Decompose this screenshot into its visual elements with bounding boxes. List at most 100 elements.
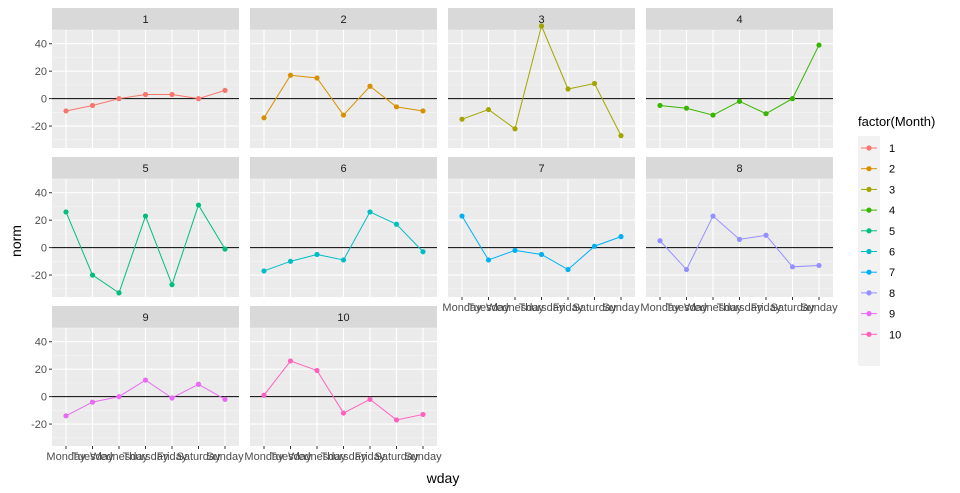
legend-key-point bbox=[866, 145, 872, 151]
x-tick-label: Thursday bbox=[519, 302, 565, 314]
facet-strip bbox=[250, 157, 437, 179]
facet-strip-label: 8 bbox=[736, 163, 742, 175]
facet-panel-2: 2 bbox=[250, 8, 437, 148]
x-tick-label: Monday bbox=[442, 302, 482, 314]
x-tick-label: Friday bbox=[355, 451, 386, 463]
data-point bbox=[789, 264, 796, 270]
data-point bbox=[710, 112, 716, 118]
data-point bbox=[142, 213, 149, 219]
facet-strip bbox=[448, 8, 635, 30]
x-tick-label: Sunday bbox=[800, 302, 838, 314]
y-tick-label: -20 bbox=[31, 270, 47, 282]
data-point bbox=[591, 80, 598, 87]
facet-strip bbox=[52, 157, 239, 179]
data-point bbox=[261, 392, 267, 398]
data-point bbox=[459, 116, 465, 122]
x-axis-title: wday bbox=[426, 470, 460, 486]
x-tick-label: Wednesday bbox=[90, 451, 148, 463]
data-point bbox=[420, 411, 426, 418]
data-point bbox=[340, 112, 347, 118]
legend-item-1: 1 bbox=[861, 143, 895, 155]
legend-label: 8 bbox=[889, 288, 895, 300]
data-point bbox=[367, 396, 373, 402]
legend-item-6: 6 bbox=[861, 247, 895, 259]
x-tick-label: Friday bbox=[157, 451, 188, 463]
data-point bbox=[63, 413, 69, 419]
legend-key-point bbox=[866, 331, 872, 337]
legend-key-point bbox=[866, 311, 872, 317]
legend-key-point bbox=[866, 269, 872, 275]
legend: factor(Month) 1 2 3 4 5 6 7 8 9 10 bbox=[858, 114, 935, 366]
data-point bbox=[340, 410, 347, 416]
data-point bbox=[169, 395, 175, 401]
data-point bbox=[459, 213, 465, 219]
data-point bbox=[195, 381, 202, 387]
data-point bbox=[591, 243, 598, 249]
data-point bbox=[142, 377, 149, 383]
data-point bbox=[169, 282, 175, 288]
data-point bbox=[261, 268, 267, 274]
data-point bbox=[420, 249, 426, 255]
data-point bbox=[314, 75, 320, 81]
data-point bbox=[565, 266, 571, 273]
legend-item-9: 9 bbox=[861, 309, 895, 321]
data-point bbox=[89, 272, 96, 278]
facet-strip-label: 3 bbox=[538, 14, 544, 26]
y-tick-label: 40 bbox=[35, 39, 47, 51]
data-point bbox=[736, 236, 743, 242]
facet-strip-label: 10 bbox=[337, 312, 349, 324]
legend-label: 4 bbox=[889, 205, 895, 217]
x-tick-label: Thursday bbox=[123, 451, 169, 463]
data-point bbox=[393, 417, 400, 423]
x-tick-label: Saturday bbox=[572, 302, 617, 314]
legend-item-7: 7 bbox=[861, 267, 895, 279]
facet-strip bbox=[52, 306, 239, 328]
data-point bbox=[116, 394, 122, 400]
data-point bbox=[287, 72, 294, 78]
data-point bbox=[538, 251, 545, 258]
x-tick-label: Sunday bbox=[602, 302, 640, 314]
data-point bbox=[683, 105, 690, 111]
legend-label: 6 bbox=[889, 247, 895, 259]
data-point bbox=[816, 42, 822, 48]
data-point bbox=[222, 87, 228, 93]
y-tick-label: 20 bbox=[35, 364, 47, 376]
data-point bbox=[195, 96, 202, 102]
data-point bbox=[222, 396, 228, 402]
data-point bbox=[683, 266, 690, 273]
data-point bbox=[116, 290, 122, 296]
facet-panel-6: 6 bbox=[250, 157, 437, 297]
data-point bbox=[340, 257, 347, 263]
data-point bbox=[89, 399, 96, 405]
x-tick-label: Monday bbox=[46, 451, 86, 463]
facet-strip bbox=[52, 8, 239, 30]
x-tick-label: Tuesday bbox=[468, 302, 510, 314]
data-point bbox=[565, 86, 571, 92]
facet-panel-7: 7 MondayTuesdayWednesdayThursdayFridaySat… bbox=[442, 157, 640, 314]
x-tick-label: Tuesday bbox=[72, 451, 114, 463]
facet-panel-4: 4 bbox=[646, 8, 833, 148]
x-tick-label: Tuesday bbox=[666, 302, 708, 314]
data-point bbox=[314, 251, 320, 258]
facet-strip-label: 7 bbox=[538, 163, 544, 175]
y-axis-title: norm bbox=[8, 225, 24, 257]
legend-key-point bbox=[866, 248, 872, 255]
facet-strip bbox=[250, 8, 437, 30]
legend-key-point bbox=[866, 207, 872, 213]
facet-strip bbox=[250, 306, 437, 328]
data-point bbox=[367, 83, 373, 89]
data-point bbox=[169, 91, 175, 98]
legend-item-4: 4 bbox=[861, 205, 895, 217]
data-point bbox=[657, 238, 663, 244]
x-tick-label: Thursday bbox=[321, 451, 367, 463]
y-tick-label: 40 bbox=[35, 188, 47, 200]
x-tick-label: Friday bbox=[751, 302, 782, 314]
data-point bbox=[789, 96, 796, 102]
legend-label: 1 bbox=[889, 143, 895, 155]
facet-panel-1: 1 -20 0 20 40 bbox=[31, 8, 239, 148]
legend-key-point bbox=[866, 166, 872, 172]
data-point bbox=[261, 115, 267, 121]
x-tick-label: Monday bbox=[640, 302, 680, 314]
legend-item-10: 10 bbox=[861, 329, 901, 341]
